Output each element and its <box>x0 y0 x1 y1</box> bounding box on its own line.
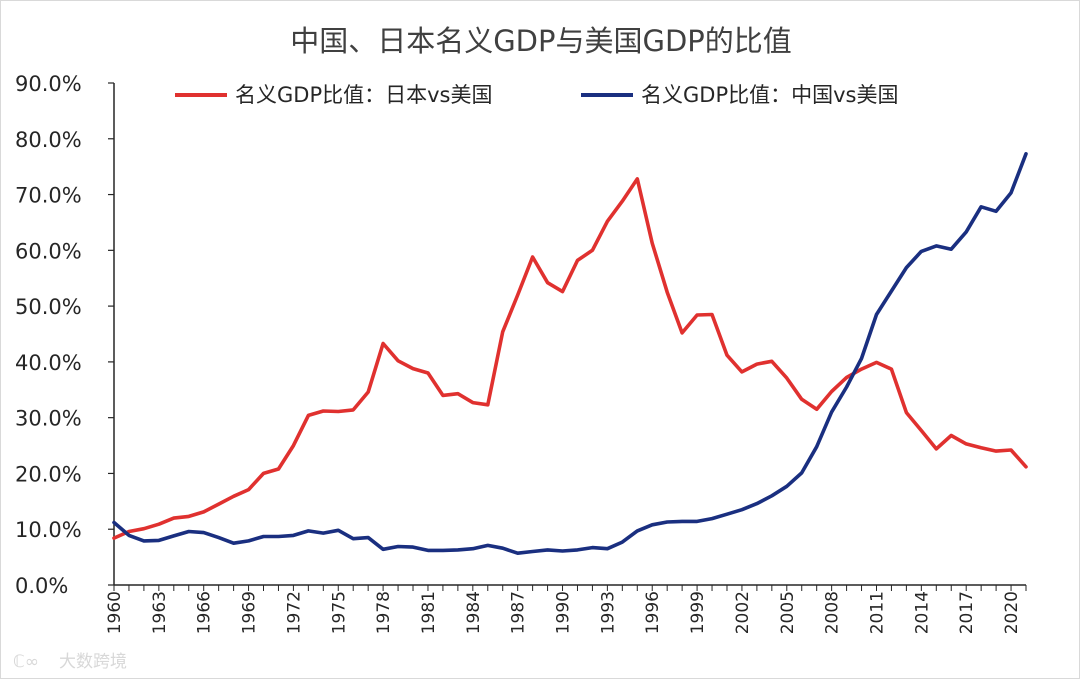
x-tick-label: 1963 <box>150 591 170 634</box>
x-tick-label: 2017 <box>957 591 977 634</box>
x-tick-label: 2008 <box>823 591 843 634</box>
x-tick-label: 1981 <box>419 591 439 634</box>
y-tick-label: 40.0% <box>15 351 82 375</box>
y-tick-label: 30.0% <box>15 407 82 431</box>
x-tick-label: 2020 <box>1002 591 1022 634</box>
y-tick-label: 60.0% <box>15 239 82 263</box>
y-tick-label: 10.0% <box>15 518 82 542</box>
x-tick-label: 1966 <box>195 591 215 634</box>
y-tick-label: 80.0% <box>15 128 82 152</box>
legend: 名义GDP比值：日本vs美国 名义GDP比值：中国vs美国 <box>175 83 898 107</box>
watermark-logo-icon: ℂ∞ <box>13 652 39 672</box>
y-tick-label: 70.0% <box>15 184 82 208</box>
x-tick-label: 2002 <box>733 591 753 634</box>
x-tick-label: 1993 <box>598 591 618 634</box>
x-tick-label: 2005 <box>778 591 798 634</box>
x-axis: 1960 1963 1966 1969 1972 1975 1978 1981 1984 1987… <box>105 584 1027 634</box>
x-tick-label: 1975 <box>329 591 349 634</box>
legend-label-china: 名义GDP比值：中国vs美国 <box>641 83 898 107</box>
x-tick-label: 1999 <box>688 591 708 634</box>
x-tick-label: 2011 <box>867 591 887 634</box>
y-tick-label: 20.0% <box>15 462 82 486</box>
series-layer <box>112 152 1028 556</box>
watermark-text: 大数跨境 <box>59 652 127 672</box>
y-tick-label: 50.0% <box>15 295 82 319</box>
series-line-china <box>112 152 1028 556</box>
y-tick-label: 90.0% <box>15 72 82 96</box>
x-tick-label: 1972 <box>284 591 304 634</box>
x-tick-label: 1978 <box>374 591 394 634</box>
x-tick-label: 1996 <box>643 591 663 634</box>
x-tick-label: 1969 <box>240 591 260 634</box>
legend-label-japan: 名义GDP比值：日本vs美国 <box>235 83 492 107</box>
x-tick-label: 1990 <box>554 591 574 634</box>
x-tick-label: 1984 <box>464 591 484 634</box>
chart-title: 中国、日本名义GDP与美国GDP的比值 <box>290 24 792 58</box>
y-tick-label: 0.0% <box>15 574 68 598</box>
x-tick-label: 1987 <box>509 591 529 634</box>
series-line-japan <box>112 177 1028 540</box>
watermark: ℂ∞ 大数跨境 <box>13 652 127 672</box>
y-axis: 0.0% 10.0% 20.0% 30.0% 40.0% 50.0% 60.0% 70.0% 8… <box>15 72 115 598</box>
x-tick-label: 2014 <box>912 591 932 634</box>
x-tick-label: 1960 <box>105 591 125 634</box>
